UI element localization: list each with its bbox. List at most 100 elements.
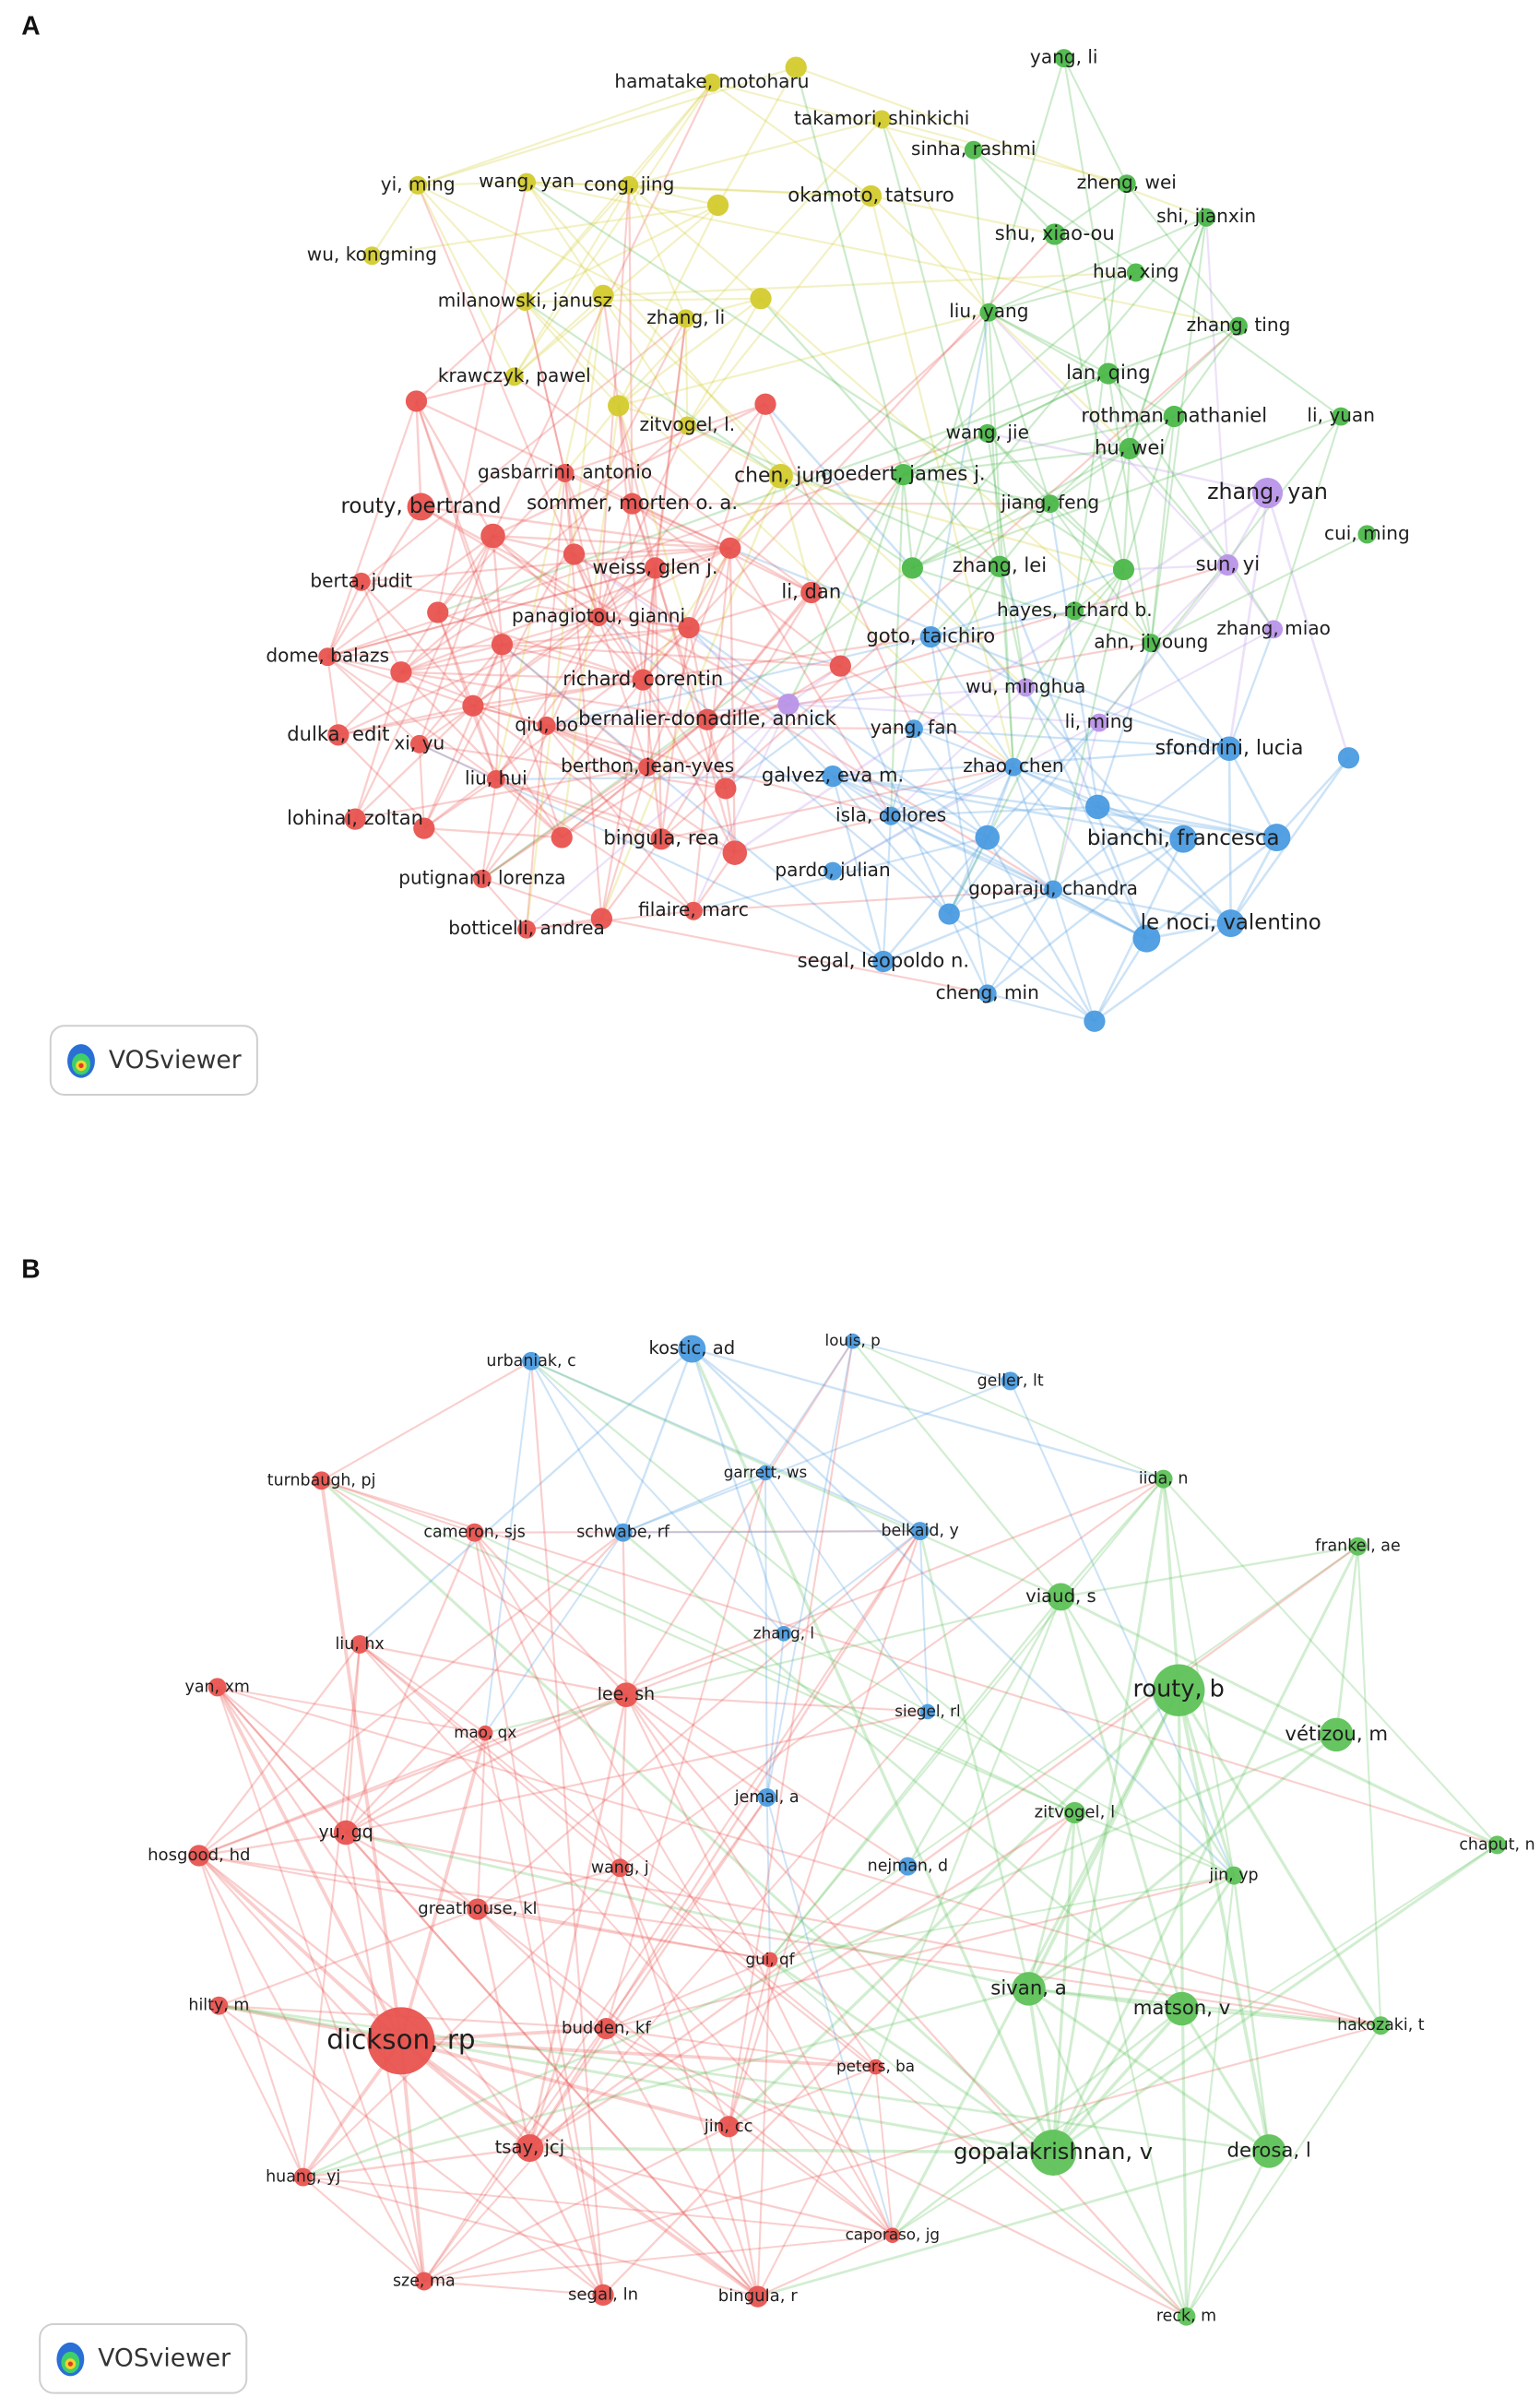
node xyxy=(975,825,1001,850)
edge xyxy=(197,1855,304,2177)
edge xyxy=(619,1694,628,1869)
node-label: krawczyk, pawel xyxy=(438,364,591,386)
edge xyxy=(788,703,1099,724)
edge xyxy=(1053,233,1125,570)
vosviewer-logo: VOSviewer xyxy=(49,1025,258,1096)
edge xyxy=(598,616,649,768)
edge xyxy=(617,118,883,407)
edge xyxy=(526,917,602,931)
node xyxy=(1251,2134,1286,2168)
edge xyxy=(1025,686,1230,750)
edge xyxy=(473,1532,730,2128)
edge xyxy=(219,2004,1054,2154)
edge xyxy=(988,311,1229,566)
node xyxy=(1063,1801,1085,1824)
node-label: segal, ln xyxy=(568,2284,638,2304)
edge xyxy=(546,724,915,730)
edge xyxy=(197,1855,425,2282)
edge xyxy=(417,184,687,320)
node-label: li, dan xyxy=(781,579,841,602)
edge xyxy=(930,312,990,637)
node xyxy=(465,1523,484,1542)
edge xyxy=(1129,217,1208,449)
node xyxy=(901,557,924,579)
edge xyxy=(600,766,649,920)
edge xyxy=(514,204,719,378)
edge xyxy=(481,765,648,880)
edge xyxy=(1013,765,1277,839)
node xyxy=(462,694,484,717)
edge xyxy=(913,728,989,838)
node-label: greathouse, kl xyxy=(418,1899,537,1918)
edge xyxy=(526,181,1125,571)
node-label: budden, kf xyxy=(562,2019,651,2038)
edge xyxy=(602,1811,1076,2296)
edge xyxy=(1096,805,1232,925)
edge xyxy=(986,837,1096,1022)
edge xyxy=(756,1959,772,2297)
edge xyxy=(546,635,931,727)
edge xyxy=(692,1347,1164,1480)
node xyxy=(823,861,843,881)
edge xyxy=(513,82,713,377)
edge xyxy=(417,184,620,407)
edge xyxy=(423,626,690,830)
node xyxy=(1348,1537,1368,1556)
node xyxy=(910,1522,930,1541)
edge xyxy=(903,447,1131,476)
edge xyxy=(930,636,989,994)
edge xyxy=(422,1797,768,2283)
edge xyxy=(625,1694,877,2068)
edge xyxy=(422,1530,921,2283)
edge xyxy=(988,312,1051,504)
edge xyxy=(372,204,718,257)
node xyxy=(405,390,428,412)
node xyxy=(829,655,851,677)
edge xyxy=(632,503,731,550)
node xyxy=(327,724,349,746)
node-label: weiss, glen j. xyxy=(592,555,717,578)
node-label: gui, qf xyxy=(745,1950,795,1968)
edge xyxy=(788,665,842,706)
edge xyxy=(912,415,1342,569)
edge xyxy=(1232,1875,1271,2152)
edge xyxy=(642,567,657,681)
edge xyxy=(473,1532,894,2237)
node-label: liu, hui xyxy=(465,766,527,789)
edge xyxy=(600,475,782,920)
edge xyxy=(660,591,812,840)
node xyxy=(989,555,1011,577)
node xyxy=(717,2116,740,2138)
node-label: lohinai, zoltan xyxy=(287,806,423,829)
node-label: viaud, s xyxy=(1025,1585,1096,1607)
edge xyxy=(1052,747,1230,891)
edge xyxy=(416,375,515,403)
edge xyxy=(622,1530,920,1534)
node xyxy=(845,1333,860,1349)
edge xyxy=(622,1348,693,1534)
edge xyxy=(564,403,766,475)
edge xyxy=(622,1472,766,1534)
edge xyxy=(660,765,1014,840)
edge xyxy=(216,1686,348,1833)
labels: routy, bertrand gasbarrini, antonio sommer… xyxy=(266,46,1409,1003)
edge xyxy=(217,1686,479,1910)
edge xyxy=(948,913,989,994)
node-label: zitvogel, l xyxy=(1035,1803,1116,1822)
edge xyxy=(545,724,736,854)
edge xyxy=(399,1732,487,2042)
edge xyxy=(769,1596,1062,1961)
edge xyxy=(400,670,644,682)
node xyxy=(719,537,741,559)
node-label: okamoto, tatsuro xyxy=(788,184,954,207)
edge xyxy=(728,2066,876,2128)
node xyxy=(1229,316,1248,336)
node xyxy=(678,617,700,639)
node xyxy=(517,172,537,192)
edge xyxy=(423,2280,604,2296)
edge xyxy=(1181,2007,1381,2027)
edge xyxy=(1173,325,1239,418)
edges xyxy=(197,1340,1499,2318)
edge xyxy=(779,475,812,593)
